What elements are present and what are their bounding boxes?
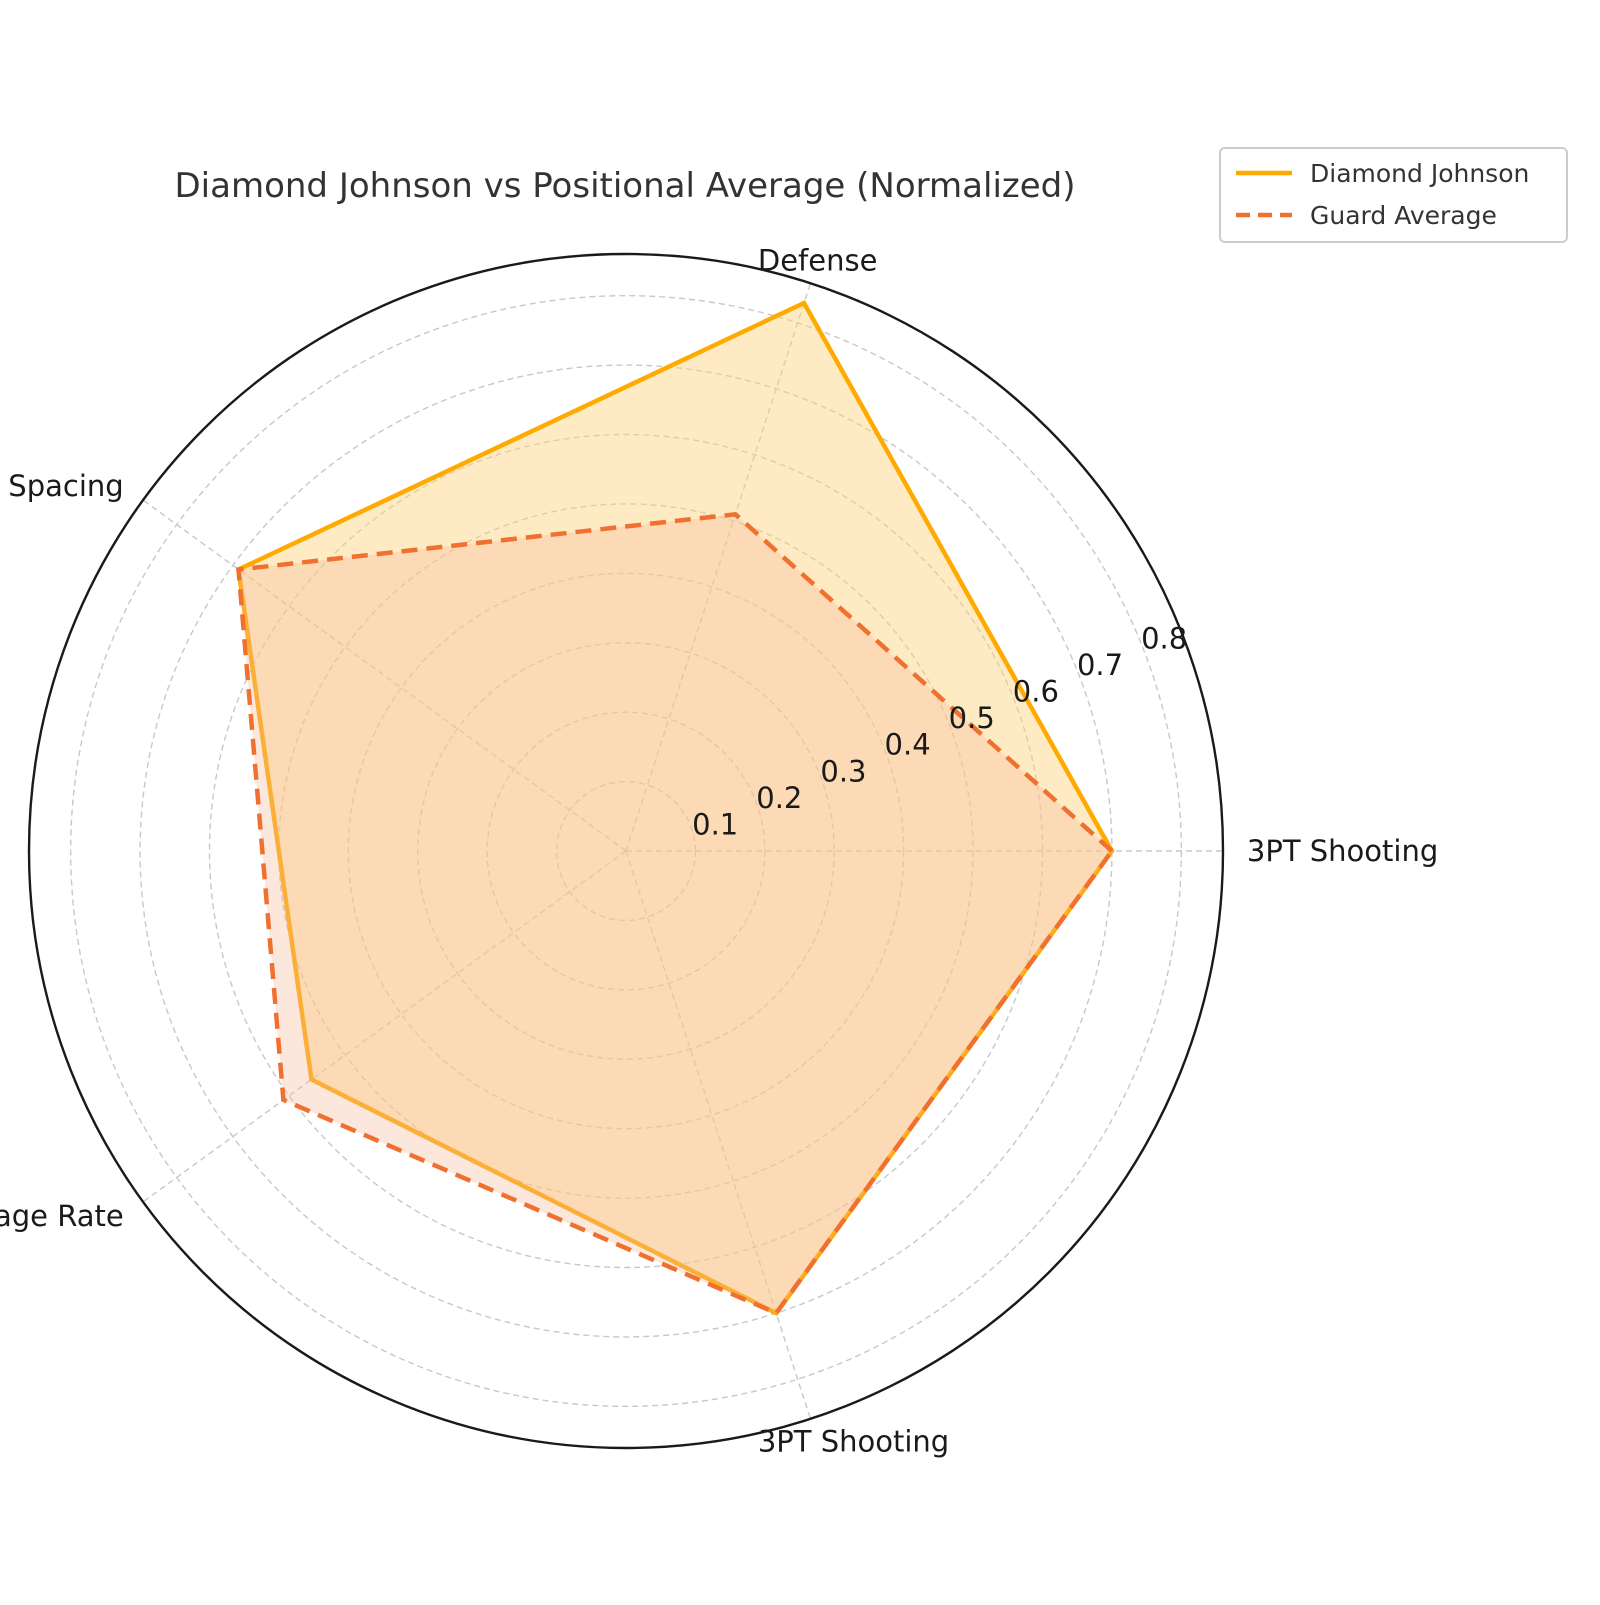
radial-tick-label-8: 0.8 [1141, 621, 1187, 655]
legend-label-diamond-johnson: Diamond Johnson [1310, 159, 1529, 188]
axis-label-4: Usage Rate [0, 1199, 124, 1233]
radial-tick-label-7: 0.7 [1077, 648, 1123, 682]
radial-tick-label-4: 0.4 [885, 728, 931, 762]
radial-tick-label-5: 0.5 [949, 701, 995, 735]
axis-label-1: 3PT Shooting [1247, 834, 1438, 868]
legend-box [1219, 147, 1568, 243]
radial-tick-label-3: 0.3 [820, 754, 866, 788]
axis-labels: 3PT Shooting Defense Spacing Usage Rate 3PT … [0, 244, 1438, 1459]
series-layer [236, 300, 1115, 1316]
series-fill-guard-average [238, 514, 1112, 1314]
axis-label-5: 3PT Shooting [758, 1424, 949, 1458]
axis-label-3: Spacing [8, 469, 123, 503]
series-fill-diamond-johnson [238, 303, 1112, 1314]
chart-title: Diamond Johnson vs Positional Average (N… [175, 166, 1076, 206]
legend-label-guard-average: Guard Average [1310, 201, 1497, 230]
grid-ring-2 [486, 711, 766, 991]
radial-tick-label-1: 0.1 [692, 807, 738, 841]
grid-ring-6 [208, 433, 1044, 1269]
grid-ring-1 [555, 780, 697, 922]
grid-ring-3 [417, 642, 835, 1060]
series-line-diamond-johnson [236, 300, 1115, 1316]
radial-tick-labels: 0.1 0.2 0.3 0.4 0.5 0.6 0.7 0.8 [692, 621, 1187, 841]
axis-label-2: Defense [758, 244, 878, 278]
grid-ring-4 [347, 572, 905, 1130]
outer-ring [27, 252, 1225, 1450]
radial-tick-label-2: 0.2 [756, 781, 802, 815]
grid-ring-5 [278, 503, 974, 1199]
radial-tick-label-6: 0.6 [1013, 675, 1059, 709]
legend: Diamond Johnson Guard Average [1219, 147, 1568, 243]
